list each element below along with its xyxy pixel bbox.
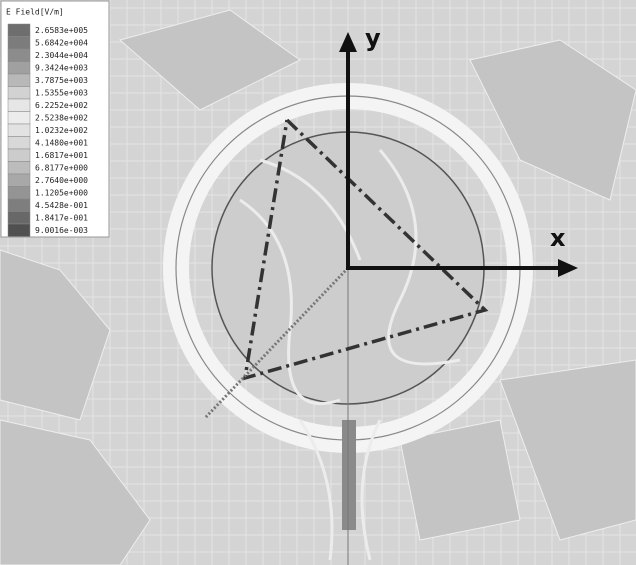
legend-swatch (7, 73, 31, 87)
legend-swatch (7, 86, 31, 100)
legend-swatch (7, 223, 31, 237)
legend: E Field[V/m] 2.6583e+005 5.6842e+004 2.304… (0, 0, 110, 238)
y-axis-label: y (365, 24, 381, 52)
field-line (360, 419, 382, 561)
field-line (298, 419, 334, 561)
legend-label: 1.8417e-001 (35, 213, 88, 222)
field-line (378, 149, 461, 366)
patch (399, 419, 521, 541)
x-arrow (558, 259, 578, 277)
patch (499, 359, 636, 541)
x-axis-label: x (550, 224, 566, 252)
legend-swatch (7, 23, 31, 37)
legend-label: 5.6842e+004 (35, 38, 88, 47)
legend-swatch (7, 136, 31, 150)
legend-swatch (7, 161, 31, 175)
legend-swatch (7, 61, 31, 75)
legend-label: 1.0232e+002 (35, 126, 88, 135)
legend-label: 2.5238e+002 (35, 113, 88, 122)
patch (0, 419, 151, 565)
legend-label: 2.7640e+000 (35, 176, 88, 185)
legend-swatch (7, 48, 31, 62)
legend-title: E Field[V/m] (6, 8, 64, 17)
triangle-edges (242, 118, 489, 381)
legend-swatch (7, 111, 31, 125)
legend-label: 2.6583e+005 (35, 26, 88, 35)
feed-region (342, 420, 356, 530)
legend-label: 3.7875e+003 (35, 76, 88, 85)
legend-label: 2.3044e+004 (35, 51, 88, 60)
legend-label: 1.5355e+003 (35, 88, 88, 97)
patch (469, 39, 636, 201)
triangle (242, 118, 489, 381)
legend-swatch (7, 148, 31, 162)
legend-label: 6.2252e+002 (35, 101, 88, 110)
legend-swatch (7, 198, 31, 212)
legend-swatch (7, 211, 31, 225)
field-patches (0, 9, 636, 565)
patch (118, 9, 301, 111)
field-line (259, 158, 362, 261)
legend-swatch (7, 123, 31, 137)
legend-label: 9.0016e-003 (35, 226, 88, 235)
axes (339, 32, 578, 277)
legend-label: 4.1480e+001 (35, 138, 88, 147)
patch (0, 249, 111, 421)
legend-swatch (7, 173, 31, 187)
legend-label: 6.8177e+000 (35, 163, 88, 172)
legend-swatch (7, 36, 31, 50)
legend-label: 4.5428e-001 (35, 201, 88, 210)
legend-swatch (7, 98, 31, 112)
legend-label: 9.3424e+003 (35, 63, 88, 72)
legend-label: 1.6817e+001 (35, 151, 88, 160)
y-arrow (339, 32, 357, 52)
vector-r (203, 266, 350, 420)
legend-swatch (7, 186, 31, 200)
legend-label: 1.1205e+000 (35, 188, 88, 197)
